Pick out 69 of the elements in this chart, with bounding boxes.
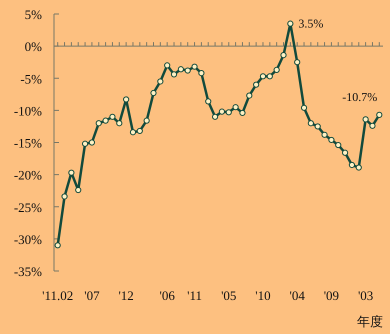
point — [170, 71, 178, 78]
point — [308, 120, 314, 126]
y-tick-label: -10% — [14, 103, 42, 118]
point — [184, 67, 191, 74]
point — [328, 136, 334, 144]
point — [164, 62, 170, 68]
point — [109, 114, 116, 120]
y-tick-label: -5% — [20, 71, 42, 86]
point — [369, 122, 376, 129]
point — [61, 193, 68, 200]
x-tick-label: '12 — [118, 288, 134, 303]
x-tick-label: '07 — [84, 288, 100, 303]
point — [321, 132, 328, 138]
x-tick-label: '11.02 — [42, 288, 74, 303]
x-tick-label: '11 — [187, 288, 202, 303]
point — [157, 78, 164, 85]
y-tick-label: 0% — [24, 39, 42, 54]
point — [246, 92, 252, 99]
point — [348, 162, 356, 168]
point — [144, 118, 150, 124]
point — [342, 150, 348, 156]
point — [88, 139, 96, 146]
point — [335, 142, 342, 148]
point — [198, 70, 204, 76]
point — [54, 242, 61, 248]
point — [205, 98, 212, 104]
point — [376, 112, 382, 118]
data-label: 3.5% — [298, 16, 324, 31]
point — [287, 20, 294, 27]
point — [253, 82, 260, 88]
y-tick-label: -15% — [14, 136, 42, 150]
point — [239, 110, 246, 116]
x-tick-label: '09 — [324, 288, 340, 303]
point — [260, 73, 266, 80]
x-tick-label: '06 — [160, 288, 176, 303]
point — [212, 114, 218, 120]
point — [232, 104, 239, 110]
point — [82, 140, 88, 147]
x-tick-label: '04 — [290, 288, 306, 303]
point — [191, 64, 198, 70]
y-tick-label: 5% — [24, 7, 42, 22]
x-axis-title: 年度 — [357, 314, 383, 329]
x-tick-label: '03 — [358, 288, 374, 303]
point — [356, 164, 362, 171]
point — [75, 186, 82, 194]
x-tick-label: '05 — [221, 288, 236, 303]
y-tick-label: -25% — [14, 200, 42, 215]
point — [266, 73, 273, 80]
point — [178, 66, 184, 72]
point — [130, 129, 136, 136]
point — [150, 90, 157, 96]
point — [274, 66, 280, 73]
point — [314, 123, 321, 130]
point — [136, 128, 143, 134]
y-tick-label: -20% — [14, 168, 42, 183]
y-tick-label: -30% — [14, 232, 42, 247]
point — [218, 108, 226, 115]
point — [123, 96, 130, 103]
point — [226, 109, 232, 116]
point — [116, 120, 122, 126]
data-label: -10.7% — [342, 90, 378, 104]
point — [300, 104, 308, 111]
point — [280, 52, 287, 58]
y-tick-label: -35% — [14, 264, 42, 279]
point — [294, 59, 300, 66]
x-tick-label: '10 — [255, 288, 271, 303]
point — [102, 118, 109, 124]
point — [96, 120, 102, 126]
point — [362, 116, 369, 122]
